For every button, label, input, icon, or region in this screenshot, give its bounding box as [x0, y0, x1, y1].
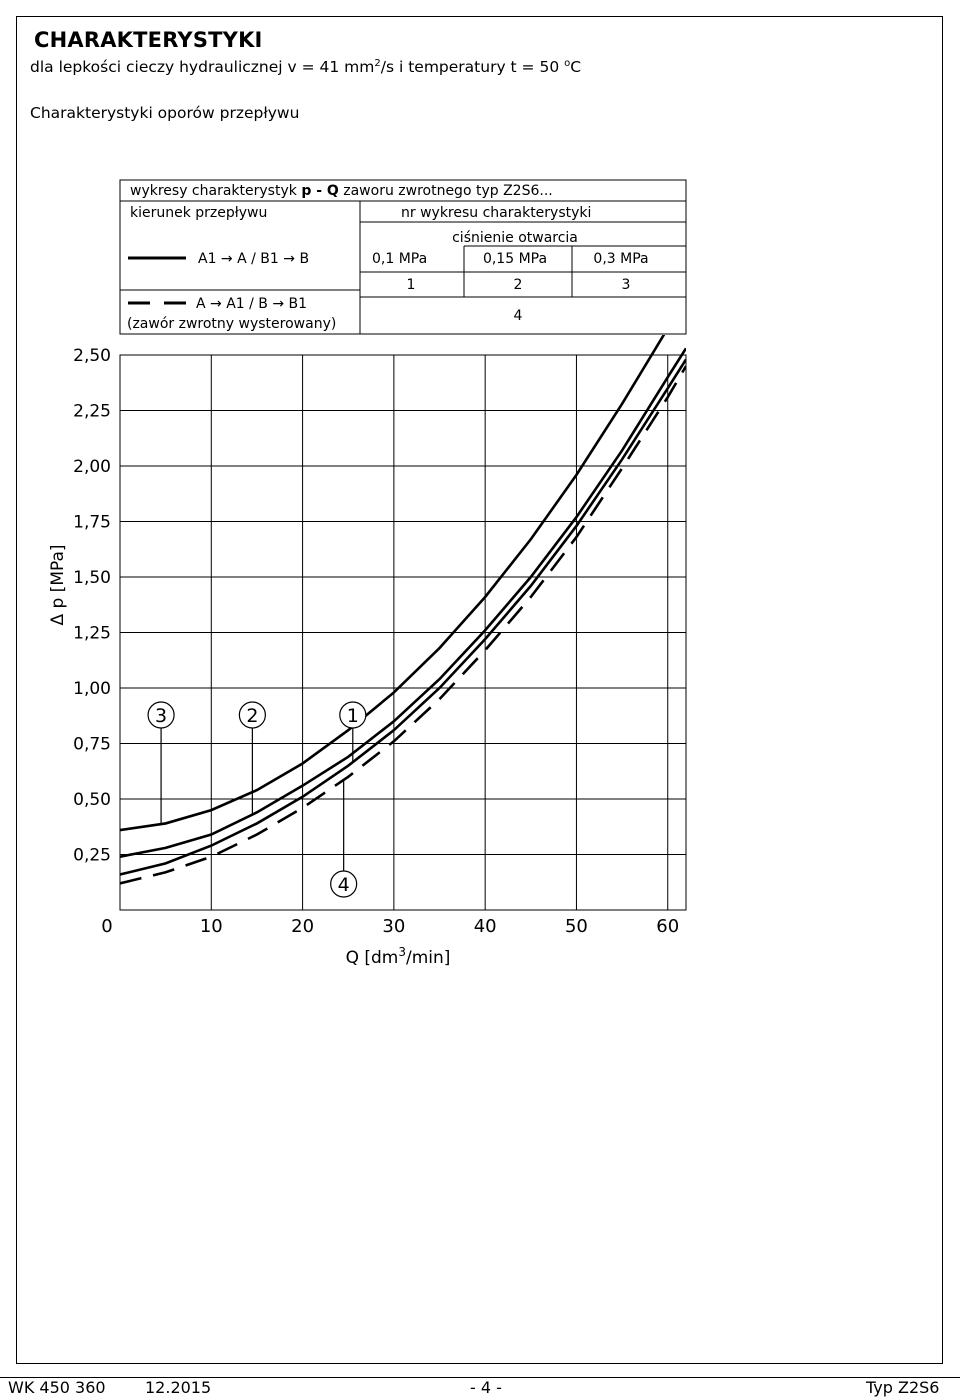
- legend-pressure-1: 0,1 MPa: [372, 251, 427, 267]
- y-axis-label: Δ p [MPa]: [48, 544, 68, 625]
- x-tick-label: 30: [382, 916, 405, 937]
- callout-circle: [147, 701, 175, 729]
- subtitle-post: C: [570, 58, 582, 77]
- x-tick-label: 60: [656, 916, 679, 937]
- conditions-subtitle: dla lepkości cieczy hydraulicznej v = 41…: [30, 58, 581, 76]
- x-tick-label: 50: [565, 916, 588, 937]
- curve-label-4: 4: [338, 874, 350, 896]
- subtitle-mid: /s i temperatury t = 50: [380, 58, 565, 77]
- series-line-2: [120, 347, 686, 858]
- curve-label-3: 3: [155, 705, 167, 727]
- page-title: CHARAKTERYSTYKI: [34, 28, 263, 52]
- x-tick-labels: 0 10 20 30 40 50 60: [101, 916, 679, 937]
- footer-doc-number: WK 450 360: [8, 1378, 106, 1397]
- x-tick-label: 40: [474, 916, 497, 937]
- chart-plot-lines: [120, 335, 686, 885]
- y-tick-label: 1,75: [73, 513, 111, 533]
- footer-date: 12.2015: [145, 1378, 212, 1397]
- legend-row1-direction: A1 → A / B1 → B: [198, 251, 309, 267]
- legend-pressure-2: 0,15 MPa: [483, 251, 547, 267]
- footer-type: Typ Z2S6: [866, 1378, 940, 1397]
- y-tick-label: 1,25: [73, 624, 111, 644]
- legend-row2-note: (zawór zwrotny wysterowany): [127, 316, 336, 332]
- chart-grid: [119, 354, 687, 911]
- x-axis-label: Q [dm3/min]: [346, 945, 451, 968]
- subtitle-sup: 2: [374, 58, 381, 69]
- legend-cracking-pressure: ciśnienie otwarcia: [452, 230, 578, 246]
- footer-page-number: - 4 -: [470, 1378, 502, 1397]
- subtitle-deg: o: [564, 58, 571, 69]
- y-tick-label: 0,75: [73, 735, 111, 755]
- legend-box: [119, 179, 687, 335]
- y-tick-label: 2,00: [73, 457, 111, 477]
- subtitle-pre: dla lepkości cieczy hydraulicznej v = 41…: [30, 58, 375, 77]
- legend-row2-direction: A → A1 / B → B1: [196, 296, 307, 312]
- x-tick-label: 20: [291, 916, 314, 937]
- y-tick-label: 0,50: [73, 790, 111, 810]
- legend-pressure-3: 0,3 MPa: [593, 251, 648, 267]
- x-tick-label: 0: [101, 916, 112, 937]
- y-tick-labels: 2,50 2,25 2,00 1,75 1,50 1,25 1,00 0,75 0,50 0,25: [73, 346, 111, 866]
- y-tick-label: 2,50: [73, 346, 111, 366]
- legend-table: wykresy charakterystyk p - Q zaworu zwro…: [119, 179, 687, 335]
- legend-col-direction: kierunek przepływu: [130, 205, 267, 221]
- legend-curve-no-4: 4: [514, 308, 523, 324]
- y-tick-label: 2,25: [73, 402, 111, 422]
- y-tick-label: 0,25: [73, 846, 111, 866]
- legend-curve-no-1: 1: [407, 277, 416, 293]
- page-frame: [16, 16, 943, 1364]
- y-tick-label: 1,00: [73, 679, 111, 699]
- section-title: Charakterystyki oporów przepływu: [30, 104, 300, 122]
- legend-curve-no-2: 2: [514, 277, 523, 293]
- callout-circle: [238, 701, 266, 729]
- callout-circle: [330, 870, 358, 898]
- footer-rule: [0, 1377, 960, 1378]
- legend-col-curve-no: nr wykresu charakterystyki: [401, 205, 591, 221]
- series-line-3: [120, 335, 666, 832]
- series-line-4: [120, 365, 686, 885]
- callout-circle: [339, 701, 367, 729]
- y-tick-label: 1,50: [73, 568, 111, 588]
- legend-curve-no-3: 3: [622, 277, 631, 293]
- legend-header: wykresy charakterystyk p - Q zaworu zwro…: [130, 183, 553, 199]
- curve-label-1: 1: [347, 705, 359, 727]
- curve-callouts: 3 2 1 4: [147, 701, 367, 898]
- series-line-1: [120, 358, 686, 876]
- curve-label-2: 2: [246, 705, 258, 727]
- x-tick-label: 10: [200, 916, 223, 937]
